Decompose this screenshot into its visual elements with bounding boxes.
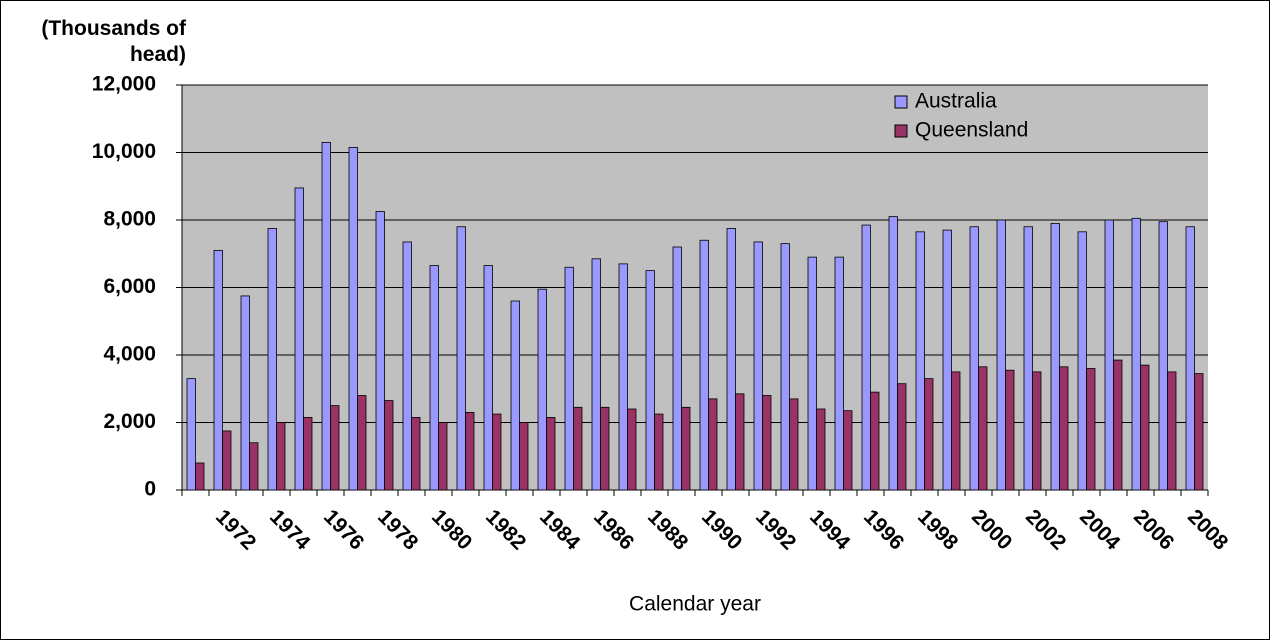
y-tick-label: 10,000: [92, 140, 156, 163]
bar: [546, 417, 556, 491]
bar: [429, 265, 439, 491]
legend-label: Australia: [915, 90, 997, 113]
bar: [1167, 371, 1177, 491]
bar: [726, 228, 736, 491]
bar: [384, 400, 394, 491]
bar: [276, 422, 286, 491]
bar: [654, 413, 664, 491]
legend-swatch: [894, 95, 908, 109]
bar: [861, 224, 871, 491]
bar: [924, 378, 934, 491]
bar: [780, 243, 790, 491]
bar: [537, 288, 547, 491]
bar: [240, 295, 250, 491]
bar: [978, 366, 988, 491]
bar: [735, 393, 745, 491]
bar: [186, 378, 196, 491]
bar: [483, 265, 493, 491]
bar: [600, 406, 610, 491]
bar: [1032, 371, 1042, 491]
legend-swatch: [894, 124, 908, 138]
bar: [1050, 222, 1060, 491]
bar: [1194, 373, 1204, 491]
bar: [762, 395, 772, 491]
bar: [1059, 366, 1069, 491]
x-axis-title: Calendar year: [629, 593, 761, 616]
bar: [1185, 226, 1195, 491]
bar: [645, 270, 655, 491]
bar: [348, 147, 358, 491]
bar: [834, 256, 844, 491]
bar: [1077, 231, 1087, 491]
y-tick-label: 6,000: [103, 275, 156, 298]
bar: [375, 211, 385, 491]
bar: [942, 229, 952, 491]
bar: [1086, 368, 1096, 491]
bar: [564, 266, 574, 491]
bar: [303, 417, 313, 491]
bar: [969, 226, 979, 491]
bar: [330, 405, 340, 491]
bar: [591, 258, 601, 491]
bar: [996, 219, 1006, 491]
bar: [438, 422, 448, 491]
bar: [699, 239, 709, 491]
bar: [618, 263, 628, 491]
bar: [753, 241, 763, 491]
bar: [627, 408, 637, 491]
bar: [888, 216, 898, 491]
bar: [807, 256, 817, 491]
y-tick-label: 0: [144, 478, 156, 501]
bar: [195, 462, 205, 491]
bar: [951, 371, 961, 491]
bar: [1131, 217, 1141, 491]
bar: [915, 231, 925, 491]
bar: [672, 246, 682, 491]
y-axis-title: (Thousands of head): [41, 17, 186, 66]
bar: [411, 417, 421, 491]
bar: [456, 226, 466, 491]
bar: [816, 408, 826, 491]
bar: [357, 395, 367, 491]
bar: [1104, 219, 1114, 491]
bar: [897, 383, 907, 491]
bar: [1113, 359, 1123, 491]
bar: [789, 398, 799, 491]
bar: [213, 249, 223, 491]
bar: [267, 228, 277, 491]
bar: [465, 411, 475, 491]
legend-label: Queensland: [915, 119, 1028, 142]
bar: [294, 187, 304, 491]
bar: [681, 406, 691, 491]
bar: [1023, 226, 1033, 491]
bar: [249, 442, 259, 491]
bar: [222, 430, 232, 491]
y-tick-label: 8,000: [103, 208, 156, 231]
y-tick-label: 4,000: [103, 343, 156, 366]
bar: [870, 391, 880, 491]
bar: [573, 406, 583, 491]
bar: [510, 300, 520, 491]
bar: [1140, 364, 1150, 491]
y-tick-label: 12,000: [92, 73, 156, 96]
bar: [708, 398, 718, 491]
bar: [1005, 369, 1015, 491]
bar: [402, 241, 412, 491]
bar: [1158, 221, 1168, 491]
bar: [843, 410, 853, 491]
bar: [321, 141, 331, 491]
bar: [519, 422, 529, 491]
y-tick-label: 2,000: [103, 410, 156, 433]
bar: [492, 413, 502, 491]
